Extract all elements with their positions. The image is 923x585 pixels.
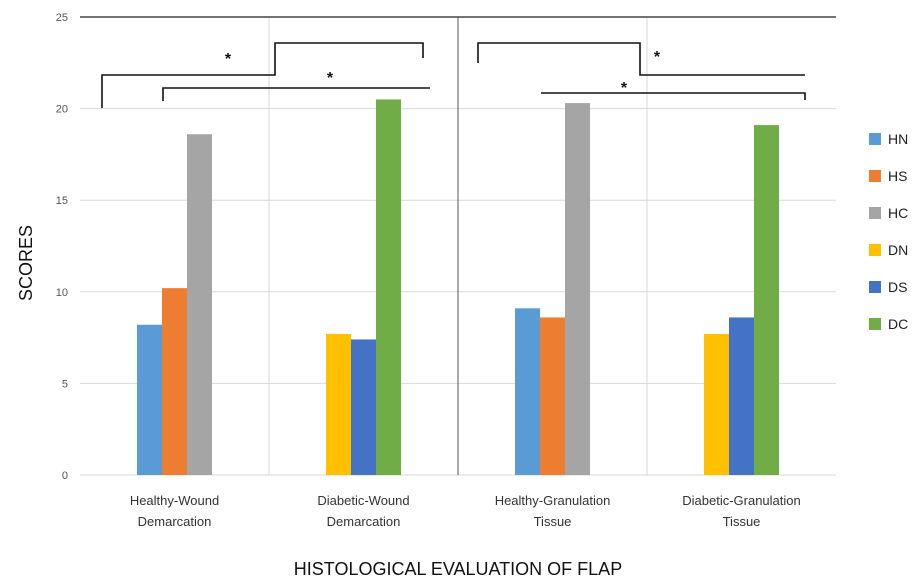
x-category-label: Diabetic-Granulation	[682, 493, 801, 508]
legend-swatch-ds	[869, 281, 881, 293]
bar-hn	[515, 308, 540, 475]
bracket-granulation-secondary	[541, 92, 806, 100]
bars	[137, 99, 779, 476]
legend-swatch-hc	[869, 207, 881, 219]
bar-dn	[704, 333, 729, 475]
y-tick-label: 5	[62, 378, 68, 390]
x-category-label: Healthy-Wound	[130, 493, 219, 508]
bracket-healthy-diabetic-wound	[101, 42, 424, 108]
bracket-wound-secondary	[162, 87, 430, 101]
bar-ds	[351, 339, 376, 475]
significance-star: *	[621, 80, 628, 97]
bar-hs	[162, 288, 187, 475]
x-category-label: Demarcation	[138, 514, 212, 529]
y-tick-label: 0	[62, 470, 68, 482]
legend-label-ds: DS	[888, 279, 907, 295]
x-category-label: Diabetic-Wound	[317, 493, 409, 508]
legend-swatch-dn	[869, 244, 881, 256]
bar-hc	[187, 134, 212, 476]
legend-label-hn: HN	[888, 131, 908, 147]
x-category-label: Tissue	[534, 514, 572, 529]
bar-hc	[565, 103, 590, 475]
bar-dc	[376, 99, 401, 475]
significance-star: *	[225, 51, 232, 68]
bar-dc	[754, 125, 779, 475]
legend-swatch-dc	[869, 318, 881, 330]
y-tick-label: 25	[56, 12, 68, 24]
x-category-labels: Healthy-Wound Demarcation Diabetic-Wound De…	[130, 493, 801, 529]
bar-hn	[137, 324, 162, 475]
x-category-label: Demarcation	[327, 514, 401, 529]
x-category-label: Healthy-Granulation	[495, 493, 611, 508]
legend: HN HS HC DN DS DC	[869, 131, 908, 332]
bracket-healthy-diabetic-granulation	[477, 42, 805, 76]
significance-brackets: * * * *	[101, 42, 806, 108]
bar-dn	[326, 333, 351, 475]
legend-label-dn: DN	[888, 242, 908, 258]
bar-hs	[540, 317, 565, 475]
x-axis-title: HISTOLOGICAL EVALUATION OF FLAP	[294, 559, 622, 579]
significance-star: *	[654, 49, 661, 66]
legend-swatch-hs	[869, 170, 881, 182]
legend-label-hs: HS	[888, 168, 907, 184]
y-axis-title: SCORES	[16, 225, 36, 301]
x-category-label: Tissue	[723, 514, 761, 529]
y-tick-label: 20	[56, 104, 68, 116]
y-tick-label: 15	[56, 195, 68, 207]
y-tick-label: 10	[56, 287, 68, 299]
y-tick-labels: 0 5 10 15 20 25	[56, 12, 68, 482]
legend-label-hc: HC	[888, 205, 908, 221]
bar-ds	[729, 317, 754, 475]
legend-label-dc: DC	[888, 316, 908, 332]
significance-star: *	[327, 70, 334, 87]
legend-swatch-hn	[869, 133, 881, 145]
